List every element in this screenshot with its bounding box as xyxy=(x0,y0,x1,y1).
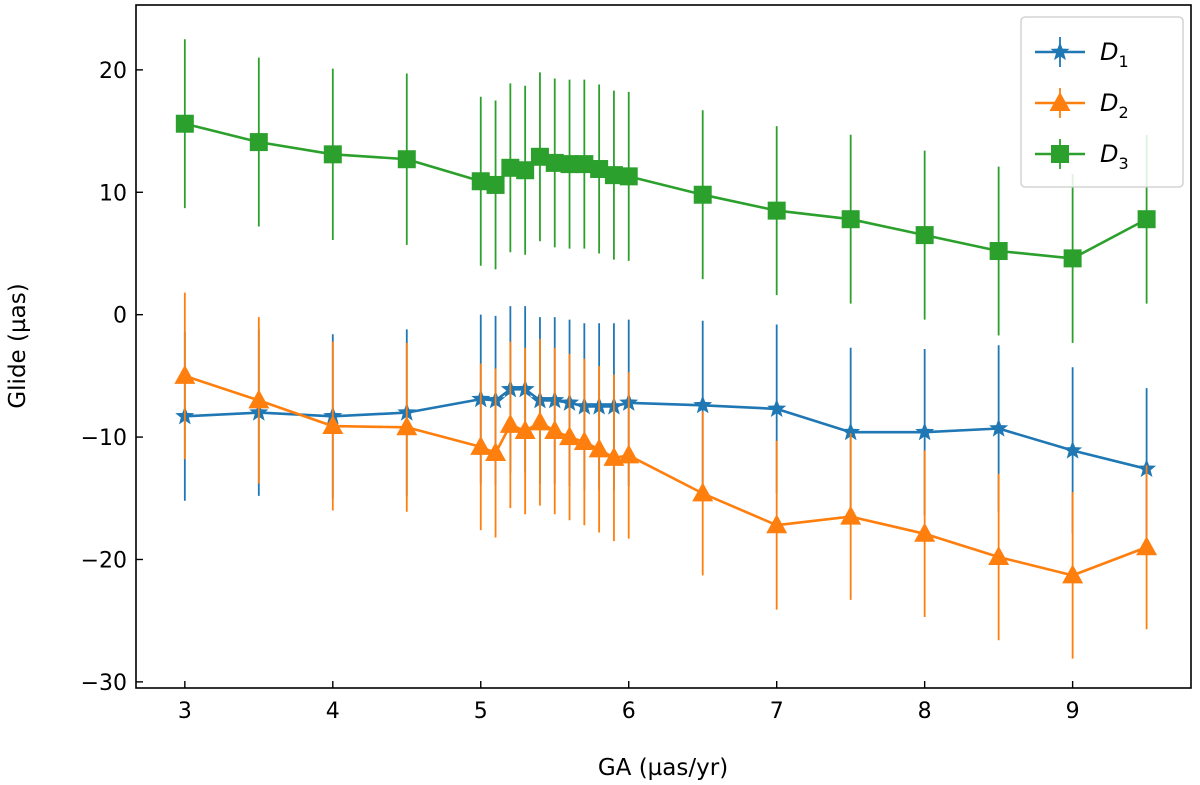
data-point-d3 xyxy=(619,167,638,186)
data-point-d3 xyxy=(545,153,564,172)
data-point-d3 xyxy=(590,160,609,179)
data-point-d3 xyxy=(530,147,549,166)
x-tick-label: 9 xyxy=(1066,699,1080,724)
data-point-d3 xyxy=(604,166,623,185)
x-tick-label: 6 xyxy=(622,699,636,724)
data-point-d2 xyxy=(988,546,1010,566)
data-point-d3 xyxy=(1137,210,1156,229)
data-point-d3 xyxy=(560,155,579,174)
data-point-d2 xyxy=(248,389,270,409)
plot-area xyxy=(174,39,1158,659)
data-point-d2 xyxy=(840,505,862,525)
data-point-d3 xyxy=(249,133,268,152)
data-point-d3 xyxy=(323,145,342,164)
data-point-d2 xyxy=(692,482,714,502)
legend-marker-d2 xyxy=(1049,92,1071,111)
data-point-d2 xyxy=(544,419,566,439)
data-point-d2 xyxy=(529,411,551,431)
data-point-d1 xyxy=(767,398,787,417)
data-point-d2 xyxy=(470,435,492,455)
data-point-d2 xyxy=(322,415,344,435)
x-tick-label: 8 xyxy=(918,699,932,724)
data-point-d2 xyxy=(1062,564,1084,584)
data-point-d1 xyxy=(1063,440,1083,459)
data-point-d2 xyxy=(174,364,196,384)
x-tick-label: 3 xyxy=(178,699,192,724)
y-tick-label: −30 xyxy=(81,671,127,696)
axis-ticks: 3 4 5 6 7 8 9 −30 −20 −10 0 10 20 xyxy=(81,59,1080,724)
legend-box xyxy=(1020,16,1184,188)
data-point-d3 xyxy=(175,114,194,133)
data-point-d2 xyxy=(914,522,936,542)
data-point-d2 xyxy=(603,446,625,466)
legend-subscript-d2: 2 xyxy=(1118,103,1128,122)
data-point-d3 xyxy=(693,185,712,204)
data-point-d2 xyxy=(618,444,640,464)
data-point-d2 xyxy=(573,430,595,450)
data-point-d2 xyxy=(1136,536,1158,556)
data-point-d3 xyxy=(767,201,786,220)
y-tick-label: 20 xyxy=(99,59,127,84)
y-tick-label: 10 xyxy=(99,181,127,206)
data-point-d2 xyxy=(766,514,788,534)
series-d3 xyxy=(175,39,1156,343)
y-tick-label: −10 xyxy=(81,426,127,451)
x-axis-label: GA (µas/yr) xyxy=(598,755,728,781)
data-point-d3 xyxy=(516,161,535,180)
x-tick-label: 5 xyxy=(474,699,488,724)
data-point-d1 xyxy=(841,422,861,441)
legend-marker-d1 xyxy=(1050,42,1070,61)
data-point-d2 xyxy=(559,426,581,446)
data-point-d3 xyxy=(989,242,1008,261)
data-point-d3 xyxy=(471,172,490,191)
y-axis-label: Glide (µas) xyxy=(5,283,31,408)
data-point-d2 xyxy=(485,441,507,461)
y-tick-label: −20 xyxy=(81,548,127,573)
y-tick-label: 0 xyxy=(113,304,127,329)
series-d2 xyxy=(174,292,1158,659)
x-tick-label: 4 xyxy=(326,699,340,724)
data-point-d3 xyxy=(575,155,594,174)
legend-subscript-d1: 1 xyxy=(1118,52,1128,71)
data-point-d3 xyxy=(397,150,416,169)
data-point-d2 xyxy=(588,438,610,458)
data-point-d1 xyxy=(915,422,935,441)
data-point-d3 xyxy=(486,175,505,194)
data-point-d3 xyxy=(915,226,934,245)
legend-marker-d3 xyxy=(1051,145,1069,163)
data-point-d2 xyxy=(396,416,418,436)
legend-subscript-d3: 3 xyxy=(1118,154,1128,173)
data-point-d1 xyxy=(693,395,713,414)
data-point-d2 xyxy=(499,413,521,433)
data-point-d2 xyxy=(514,419,536,439)
axes-frame xyxy=(135,4,1192,689)
data-point-d1 xyxy=(989,418,1009,437)
data-point-d3 xyxy=(1063,249,1082,268)
x-tick-label: 7 xyxy=(770,699,784,724)
data-point-d3 xyxy=(501,158,520,177)
data-point-d3 xyxy=(841,210,860,229)
